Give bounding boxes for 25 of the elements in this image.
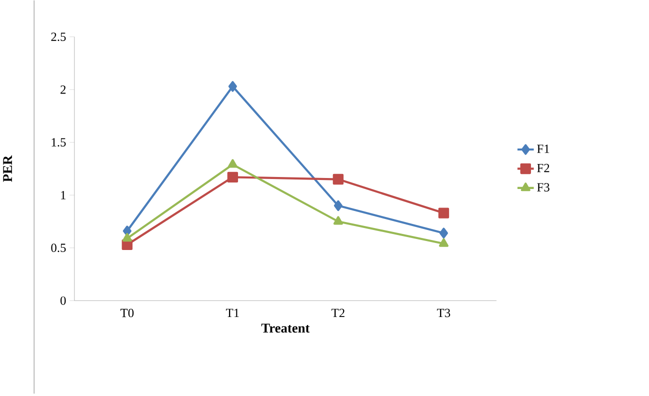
y-tick-label: 1	[61, 191, 66, 200]
point	[228, 81, 237, 92]
point	[332, 174, 344, 185]
point	[333, 216, 343, 225]
x-tick-label: T0	[120, 309, 134, 318]
y-tick-label: 2	[60, 86, 66, 94]
x-tick-label: T1	[226, 309, 239, 318]
legend-label: F1	[537, 144, 550, 154]
point	[438, 238, 448, 248]
x-tick-label: T2	[332, 309, 344, 318]
x-axis-title: Treatent	[261, 324, 310, 333]
point	[438, 208, 450, 219]
y-tick-label: 0	[60, 296, 66, 306]
point	[228, 159, 238, 168]
y-tick-label: 2.5	[51, 32, 66, 42]
point	[439, 228, 448, 239]
legend-label: F3	[537, 183, 550, 192]
legend-label: F2	[537, 164, 550, 172]
point	[227, 172, 238, 183]
y-tick-label: 0.5	[51, 244, 66, 252]
point	[122, 233, 132, 242]
y-tick-label: 1.5	[52, 138, 66, 147]
point	[334, 200, 342, 212]
x-tick-label: T3	[437, 309, 450, 318]
y-axis-title: PER	[3, 155, 12, 182]
